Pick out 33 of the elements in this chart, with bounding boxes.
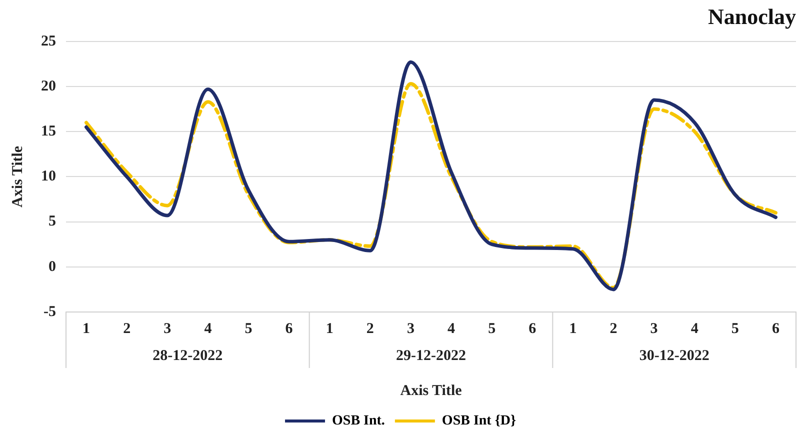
y-tick-label: 20 (41, 78, 56, 94)
legend-label: OSB Int {D} (442, 414, 516, 429)
x-tick-label: 5 (244, 320, 252, 337)
y-tick-label: 10 (41, 168, 56, 185)
x-tick-label: 6 (285, 320, 294, 337)
y-tick-label: 25 (41, 33, 56, 50)
x-tick-label: 6 (772, 320, 780, 337)
text: 30-12-2022 (639, 348, 710, 364)
text: 28-12-2022 (152, 348, 223, 364)
x-tick-label: 6 (528, 320, 537, 337)
x-tick-label: 2 (610, 320, 618, 337)
x-tick-label: 1 (326, 320, 334, 337)
x-tick-label: 2 (366, 320, 374, 337)
x-tick-label: 4 (690, 320, 699, 337)
text: 29-12-2022 (396, 348, 466, 364)
x-axis-title: Axis Title (400, 382, 462, 399)
x-tick-label: 3 (406, 320, 414, 337)
x-tick-label: 5 (488, 320, 496, 337)
x-tick-label: 1 (569, 320, 577, 337)
x-tick-label: 4 (448, 320, 456, 337)
x-tick-label: 4 (204, 320, 212, 337)
y-tick-label: -5 (44, 304, 56, 320)
x-tick-label: 5 (731, 320, 739, 337)
x-tick-label: 1 (82, 320, 90, 337)
chart-title: Nanoclay (708, 4, 796, 29)
x-tick-label: 2 (123, 320, 131, 337)
y-axis-title: Axis Title (10, 146, 26, 208)
y-tick-label: 5 (48, 214, 56, 230)
y-tick-label: 15 (41, 123, 56, 140)
x-tick-label: 3 (164, 320, 172, 337)
legend-label: OSB Int. (332, 414, 385, 429)
y-tick-label: 0 (48, 258, 56, 275)
x-tick-label: 3 (650, 320, 658, 337)
